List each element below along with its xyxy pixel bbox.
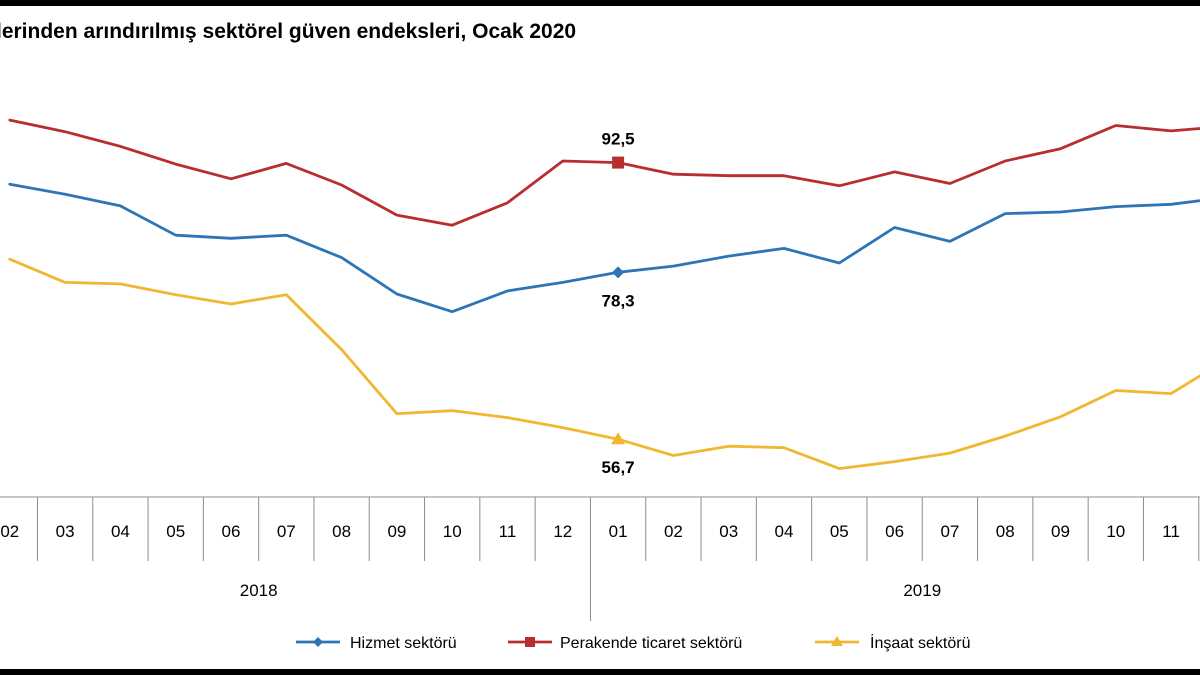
x-tick-label: 11	[499, 522, 517, 541]
legend-label: Perakende ticaret sektörü	[560, 635, 742, 652]
x-tick-label: 02	[664, 522, 683, 541]
x-tick-label: 01	[609, 522, 628, 541]
x-tick-label: 03	[56, 522, 75, 541]
x-tick-label: 09	[1051, 522, 1070, 541]
chart-frame: lerinden arındırılmış sektörel güven end…	[0, 6, 1200, 669]
chart-title: lerinden arındırılmış sektörel güven end…	[0, 20, 577, 43]
data-point-marker	[612, 266, 625, 279]
legend-marker	[831, 636, 843, 646]
x-tick-label: 09	[387, 522, 406, 541]
x-tick-label: 12	[553, 522, 572, 541]
x-tick-label: 03	[719, 522, 738, 541]
legend-label: Hizmet sektörü	[350, 635, 457, 652]
data-point-marker	[612, 156, 625, 169]
x-tick-label: 10	[1106, 522, 1125, 541]
x-tick-label: 05	[166, 522, 185, 541]
line-chart: 02 03 04 05 06 07 08 09 10 11 12 01 02 03 04 05 06 07 08 09…	[0, 118, 1200, 652]
x-tick-label: 04	[775, 522, 794, 541]
x-tick-label: 06	[222, 522, 241, 541]
data-label: 56,7	[602, 458, 635, 477]
x-tick-label: 08	[332, 522, 351, 541]
x-tick-label: 08	[996, 522, 1015, 541]
data-point-marker	[611, 432, 626, 445]
legend-marker	[525, 637, 535, 647]
x-tick-label: 02	[0, 522, 19, 541]
x-tick-label: 07	[277, 522, 296, 541]
x-year-label: 2018	[240, 581, 278, 600]
x-tick-label: 05	[830, 522, 849, 541]
data-label: 78,3	[602, 291, 635, 310]
x-tick-label: 11	[1162, 522, 1180, 541]
x-year-label: 2019	[903, 581, 941, 600]
legend-label: İnşaat sektörü	[870, 633, 971, 652]
legend-marker	[313, 637, 323, 647]
x-tick-label: 10	[443, 522, 462, 541]
x-tick-label: 07	[940, 522, 959, 541]
data-label: 92,5	[602, 130, 635, 149]
x-tick-label: 06	[885, 522, 904, 541]
x-tick-label: 04	[111, 522, 130, 541]
